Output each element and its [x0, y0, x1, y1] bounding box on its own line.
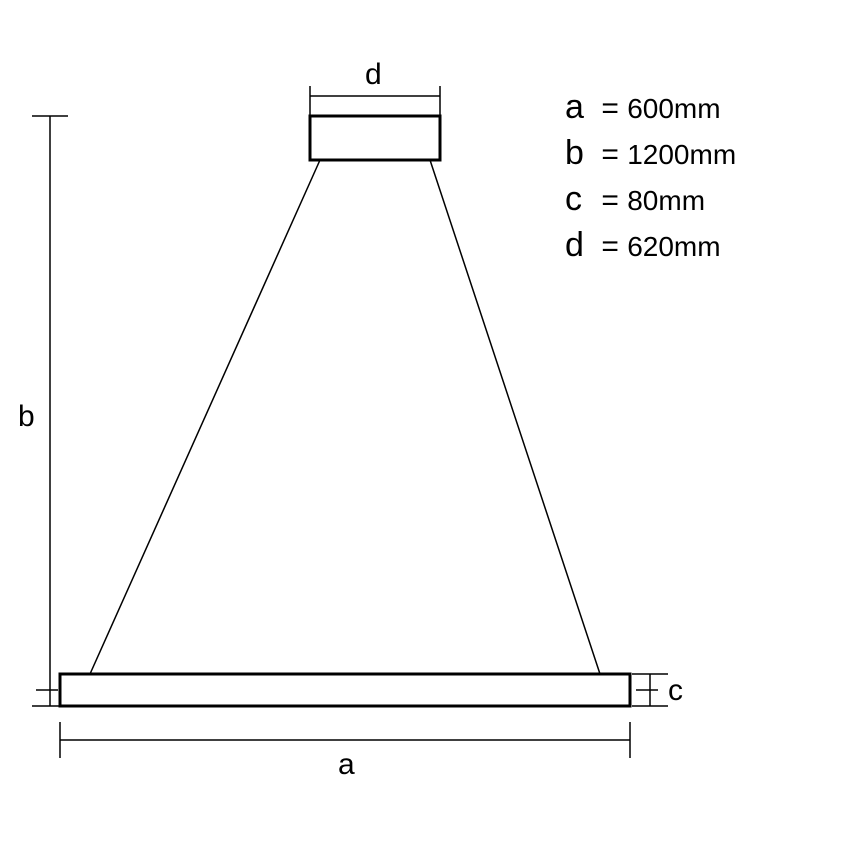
legend-value: 600mm [627, 93, 720, 124]
legend-row-a: a = 600mm [565, 85, 736, 131]
legend-row-c: c = 80mm [565, 177, 736, 223]
legend-eq: = [601, 138, 619, 171]
legend-row-b: b = 1200mm [565, 131, 736, 177]
dim-label-b: b [18, 400, 35, 434]
legend-var: d [565, 223, 593, 269]
legend-row-d: d = 620mm [565, 223, 736, 269]
legend-eq: = [601, 92, 619, 125]
legend-eq: = [601, 184, 619, 217]
legend-var: b [565, 131, 593, 177]
legend-value: 1200mm [627, 139, 736, 170]
legend-var: c [565, 177, 593, 223]
dim-label-c: c [668, 674, 683, 708]
dim-label-d: d [365, 58, 382, 92]
legend-eq: = [601, 230, 619, 263]
technical-drawing [0, 0, 868, 868]
dim-label-a: a [338, 748, 355, 782]
legend-value: 620mm [627, 231, 720, 262]
legend-var: a [565, 85, 593, 131]
legend-value: 80mm [627, 185, 705, 216]
dimension-legend: a = 600mm b = 1200mm c = 80mm d = 620mm [565, 85, 736, 269]
